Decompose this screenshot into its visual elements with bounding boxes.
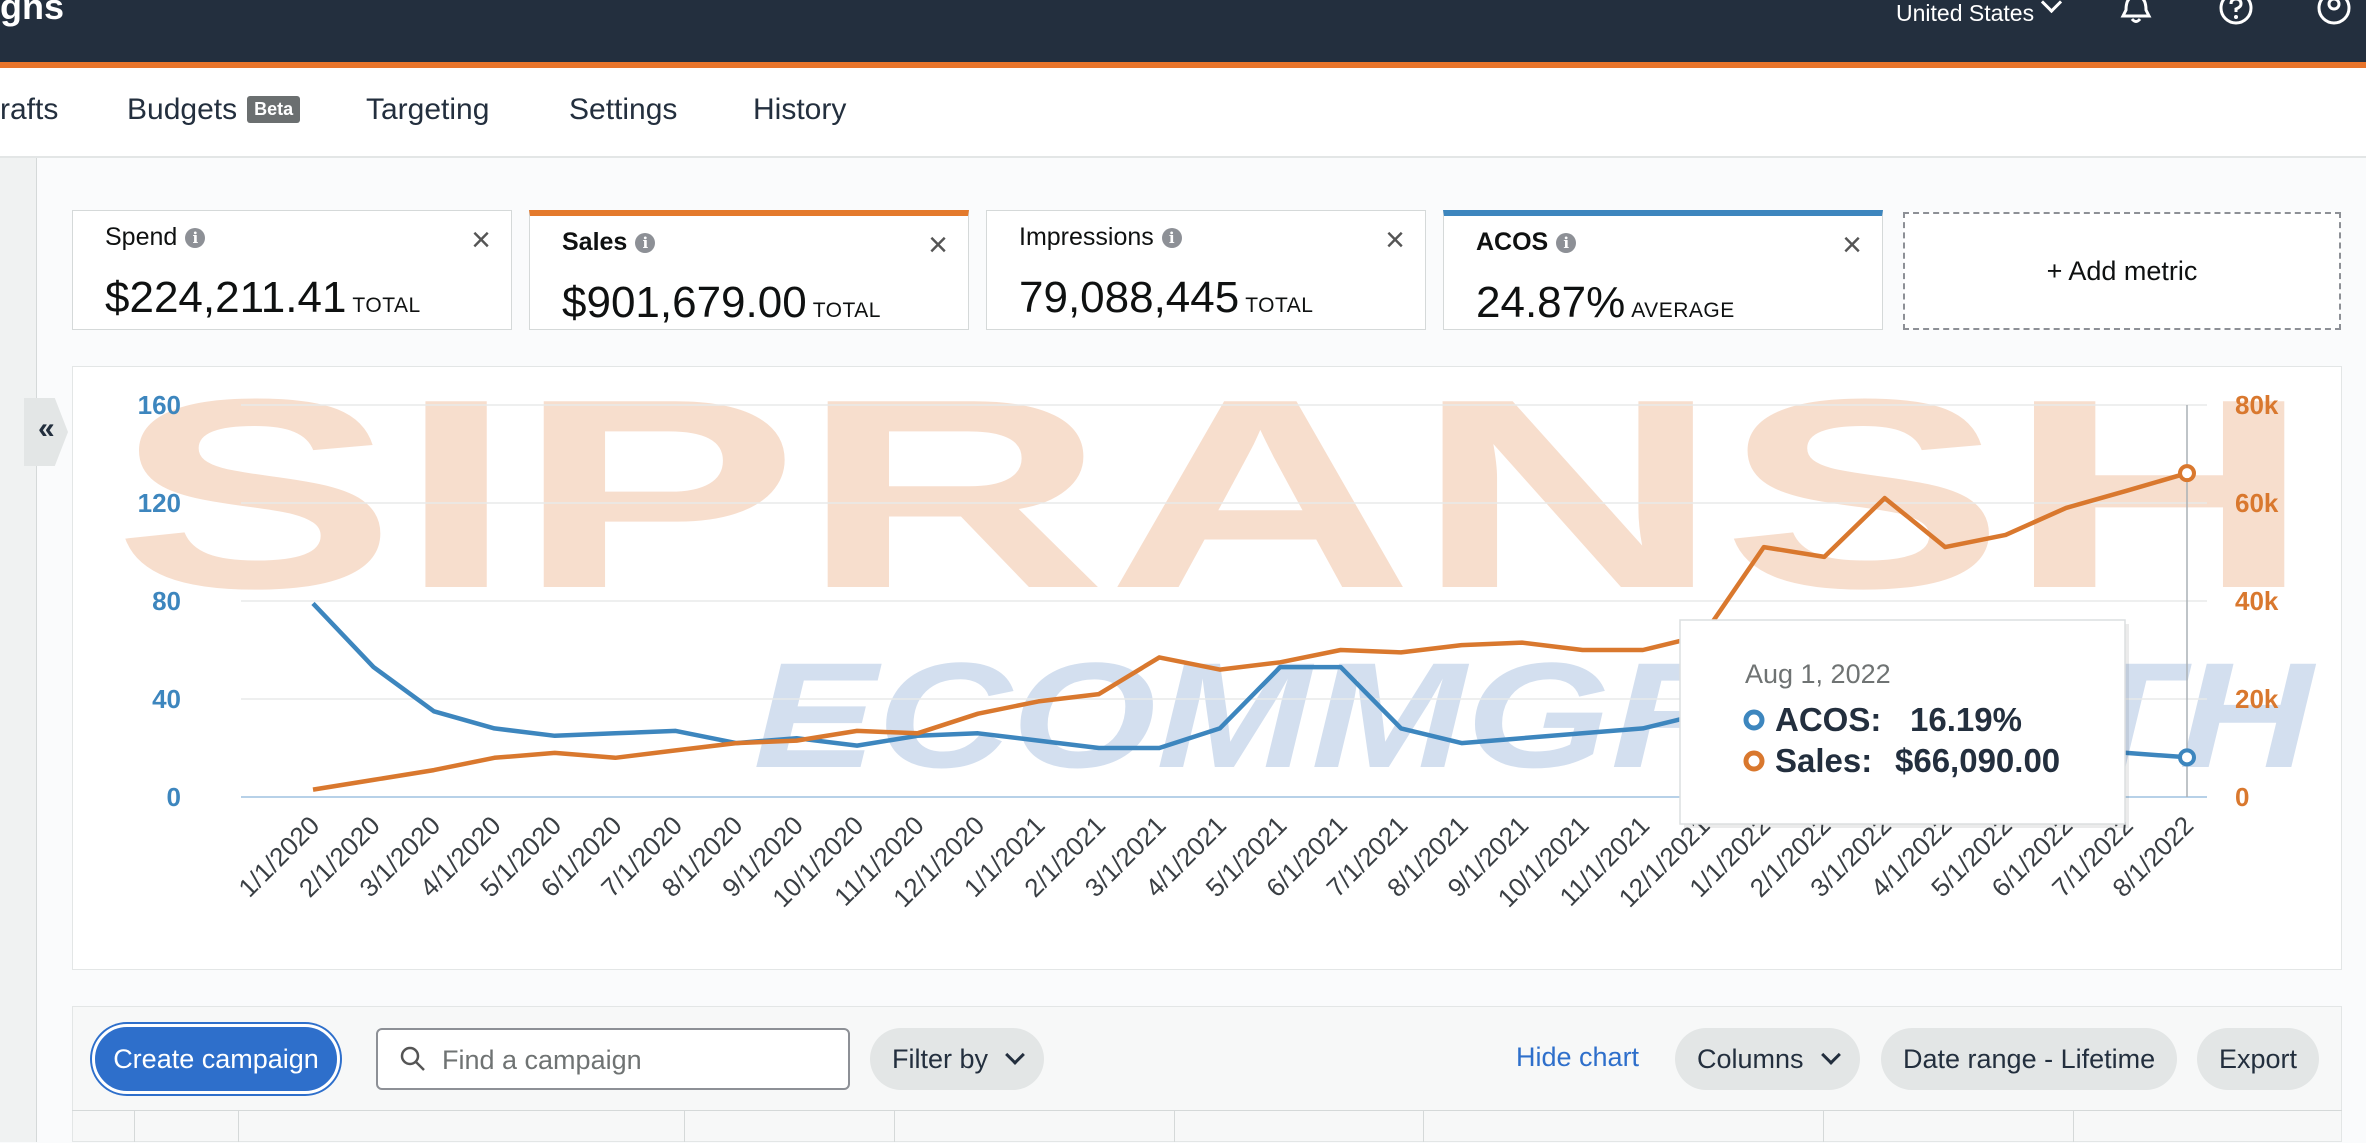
info-icon[interactable]: i <box>185 227 206 248</box>
metric-card-acos[interactable]: ACOS i × 24.87% AVERAGE <box>1443 210 1883 330</box>
country-selector[interactable]: United States <box>1896 0 2063 27</box>
info-icon[interactable]: i <box>1161 227 1182 248</box>
bell-icon[interactable] <box>2118 0 2154 26</box>
series-line-sales <box>312 471 2188 792</box>
y-right-tick-label: 80k <box>2235 390 2279 420</box>
column-divider <box>1174 1110 1175 1142</box>
top-nav-bar: gns United States <box>0 0 2366 62</box>
metric-kind: TOTAL <box>352 294 421 317</box>
double-chevron-left-icon: « <box>38 412 55 445</box>
tab-history[interactable]: History <box>753 93 847 126</box>
y-left-tick-label: 0 <box>167 782 181 812</box>
date-range-label: Date range - Lifetime <box>1903 1043 2156 1074</box>
columns-label: Columns <box>1697 1043 1804 1074</box>
tab-drafts[interactable]: rafts <box>0 93 59 126</box>
tooltip-date: Aug 1, 2022 <box>1745 659 1891 689</box>
close-icon[interactable]: × <box>928 226 948 264</box>
metric-card-impressions[interactable]: Impressions i × 79,088,445 TOTAL <box>986 210 1426 330</box>
metric-value: $224,211.41 <box>105 273 347 322</box>
table-header <box>72 1110 2342 1143</box>
tooltip-acos-value: 16.19% <box>1910 701 2022 738</box>
metric-kind: TOTAL <box>1245 294 1314 317</box>
metric-label: Spend <box>105 223 178 251</box>
chart-svg: SIPRANSHECOMMGROWTH04080120160020k40k60k… <box>113 367 2316 913</box>
search-box <box>376 1028 850 1090</box>
search-icon <box>400 1046 425 1071</box>
column-divider <box>2073 1110 2074 1142</box>
close-icon[interactable]: × <box>1385 221 1405 259</box>
watermark-text: SIPRANSH <box>113 367 2313 645</box>
metric-label: ACOS <box>1476 228 1549 256</box>
columns-dropdown[interactable]: Columns <box>1675 1028 1860 1090</box>
app-title: gns <box>0 0 65 27</box>
filter-by-dropdown[interactable]: Filter by <box>870 1028 1045 1090</box>
tooltip-sales-value: $66,090.00 <box>1895 742 2060 779</box>
chevron-down-icon <box>2040 0 2063 14</box>
close-icon[interactable]: × <box>1842 226 1862 264</box>
column-divider <box>1823 1110 1824 1142</box>
metric-kind: AVERAGE <box>1631 299 1735 322</box>
tooltip-acos-label: ACOS: <box>1775 701 1881 738</box>
tooltip-acos-marker <box>1743 709 1765 731</box>
campaign-nav-tabs <box>0 68 2366 158</box>
metric-value: $901,679.00 <box>562 278 807 327</box>
filter-label: Filter by <box>892 1043 989 1074</box>
info-icon[interactable]: i <box>1556 232 1577 253</box>
metric-card-sales[interactable]: Sales i × $901,679.00 TOTAL <box>529 210 969 330</box>
account-icon[interactable] <box>2316 0 2352 26</box>
metric-card-spend[interactable]: Spend i × $224,211.41 TOTAL <box>72 210 512 330</box>
hide-chart-link[interactable]: Hide chart <box>1516 1042 1640 1072</box>
export-label: Export <box>2219 1043 2298 1074</box>
metric-value: 24.87% <box>1476 278 1626 327</box>
chevron-down-icon <box>1820 1045 1841 1065</box>
y-left-tick-label: 120 <box>138 488 181 518</box>
header-accent-line <box>0 62 2366 68</box>
metric-kind: TOTAL <box>812 299 881 322</box>
beta-badge: Beta <box>247 96 301 123</box>
close-icon[interactable]: × <box>471 221 491 259</box>
y-right-tick-label: 60k <box>2235 488 2279 518</box>
column-divider <box>134 1110 135 1142</box>
country-label: United States <box>1896 0 2035 26</box>
column-divider <box>894 1110 895 1142</box>
search-input[interactable] <box>440 1040 834 1080</box>
data-point-sales <box>2178 464 2196 483</box>
date-range-button[interactable]: Date range - Lifetime <box>1881 1028 2178 1090</box>
tooltip-sales-label: Sales: <box>1775 742 1872 779</box>
y-right-tick-label: 20k <box>2235 684 2279 714</box>
chevron-down-icon <box>1005 1045 1025 1065</box>
column-divider <box>238 1110 239 1142</box>
help-icon[interactable] <box>2218 0 2254 26</box>
metric-label: Sales <box>562 228 628 256</box>
info-icon[interactable]: i <box>635 232 656 253</box>
left-sidebar <box>0 158 37 1142</box>
tab-targeting[interactable]: Targeting <box>366 93 490 126</box>
tooltip-sales-marker <box>1743 750 1765 772</box>
column-divider <box>684 1110 685 1142</box>
y-right-tick-label: 0 <box>2235 782 2249 812</box>
tab-budgets[interactable]: Budgets Beta <box>127 93 301 127</box>
y-right-tick-label: 40k <box>2235 586 2279 616</box>
data-point-acos <box>2178 748 2196 767</box>
tab-settings[interactable]: Settings <box>569 93 678 126</box>
y-left-tick-label: 40 <box>152 684 181 714</box>
metric-label: Impressions <box>1019 223 1154 251</box>
export-button[interactable]: Export <box>2197 1028 2320 1090</box>
y-left-tick-label: 160 <box>138 390 181 420</box>
collapse-sidebar-button[interactable]: « <box>24 398 68 466</box>
performance-chart: SIPRANSH ECOMMGROWTH 0 40 80 120 160 0 20k 40k 60k… <box>72 366 2342 970</box>
create-campaign-button[interactable]: Create campaign <box>92 1024 340 1094</box>
y-left-tick-label: 80 <box>152 586 181 616</box>
add-metric-button[interactable]: + Add metric <box>1903 212 2341 330</box>
metric-value: 79,088,445 <box>1019 273 1240 322</box>
column-divider <box>1423 1110 1424 1142</box>
